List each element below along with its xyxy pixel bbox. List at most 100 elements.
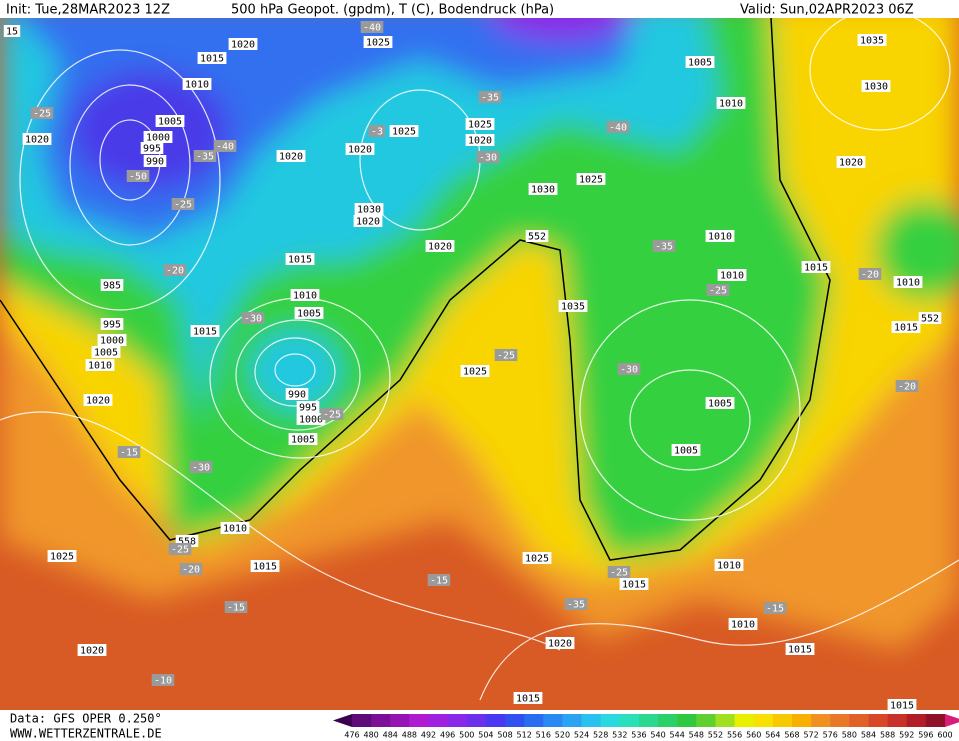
pressure-label-box (250, 560, 280, 572)
temperature-label-box (564, 598, 588, 610)
pressure-label: 1005 (674, 446, 698, 457)
pressure-label: 1020 (231, 40, 255, 51)
pressure-label-box (714, 559, 744, 571)
pressure-label: 552 (528, 232, 546, 243)
pressure-label-box (728, 618, 758, 630)
pressure-label-box (83, 394, 113, 406)
pressure-label: 1015 (288, 255, 312, 266)
colorbar-swatch (581, 714, 602, 727)
pressure-label: 1025 (525, 554, 549, 565)
pressure-label: 995 (103, 320, 121, 331)
temperature-label: -25 (33, 109, 51, 120)
pressure-label-box (513, 692, 543, 704)
colorbar-swatch (906, 714, 927, 727)
pressure-label: 990 (288, 390, 306, 401)
pressure-label: 1025 (579, 175, 603, 186)
colorbar-swatch (868, 714, 889, 727)
colorbar-swatch (390, 714, 410, 727)
colorbar-label: 544 (670, 731, 685, 740)
map-title: 500 hPa Geopot. (gpdm), T (C), Bodendruc… (231, 3, 554, 18)
colorbar-swatch (524, 714, 544, 727)
temperature-label: -25 (709, 286, 727, 297)
temperature-label-box (189, 461, 213, 473)
colorbar-label: 596 (918, 731, 933, 740)
colorbar-swatch (352, 714, 372, 727)
pressure-label-box (785, 643, 815, 655)
pressure-label: 1020 (348, 145, 372, 156)
init-time: Init: Tue,28MAR2023 12Z (6, 3, 170, 18)
temperature-label-box (171, 198, 195, 210)
pressure-label-box (290, 289, 320, 301)
temperature-label-box (763, 602, 787, 614)
colorbar-label: 484 (383, 731, 398, 740)
pressure-label: 995 (143, 144, 161, 155)
temperature-label: -40 (363, 23, 381, 34)
colorbar-swatch (447, 714, 468, 727)
pressure-label-box (155, 115, 185, 127)
temperature-label: -35 (481, 93, 499, 104)
pressure-label: 1005 (94, 348, 118, 359)
colorbar-label: 520 (555, 731, 570, 740)
pressure-label-box (857, 34, 887, 46)
temperature-label: -35 (196, 152, 214, 163)
colorbar-swatch (485, 714, 506, 727)
temperature-label: -25 (171, 545, 189, 556)
colorbar-swatch (887, 714, 908, 727)
colorbar-label: 532 (612, 731, 627, 740)
colorbar-swatch (543, 714, 563, 727)
pressure-label: 1015 (788, 645, 812, 656)
pressure-label-box (353, 215, 383, 227)
pressure-label-box (891, 321, 921, 333)
pressure-label-box (558, 300, 588, 312)
temperature-label: -30 (479, 153, 497, 164)
pressure-label: 1015 (622, 580, 646, 591)
pressure-label-box (363, 36, 393, 48)
colorbar-swatch (600, 714, 621, 727)
pressure-label-box (389, 125, 419, 137)
colorbar-swatch (772, 714, 793, 727)
pressure-label: 1025 (468, 120, 492, 131)
temperature-label-box (213, 140, 237, 152)
pressure-label: 558 (178, 537, 196, 548)
temperature-label-box (478, 91, 502, 103)
temperature-field (0, 0, 959, 650)
pressure-label: 1015 (516, 694, 540, 705)
pressure-label-box (716, 97, 746, 109)
pressure-label: 552 (921, 314, 939, 325)
pressure-label-box (685, 56, 715, 68)
pressure-label: 1020 (86, 396, 110, 407)
pressure-label-box (288, 433, 318, 445)
temperature-label-box (117, 446, 141, 458)
temperature-label-box (126, 170, 150, 182)
temperature-label: -35 (567, 600, 585, 611)
colorbar-label: 516 (536, 731, 551, 740)
temperature-label: -40 (609, 123, 627, 134)
temperature-label: -15 (227, 603, 245, 614)
colorbar-swatch (734, 714, 755, 727)
pressure-label: 1015 (890, 701, 914, 712)
colorbar-label: 552 (708, 731, 723, 740)
temperature-label-box (30, 107, 54, 119)
pressure-label: 1010 (223, 524, 247, 535)
temperature-label-box (706, 284, 730, 296)
pressure-label-box (705, 397, 735, 409)
temperature-label-box (368, 125, 386, 137)
pressure-label-box (143, 155, 167, 167)
temperature-label: -10 (154, 676, 172, 687)
colorbar-label: 512 (517, 731, 532, 740)
pressure-label: 1030 (864, 82, 888, 93)
pressure-label-box (47, 550, 77, 562)
pressure-label: 1015 (253, 562, 277, 573)
pressure-label: 1005 (297, 309, 321, 320)
temperature-label: -30 (244, 314, 262, 325)
temperature-label: -20 (182, 565, 200, 576)
pressure-label-box (197, 52, 227, 64)
pressure-label: 1015 (894, 323, 918, 334)
pressure-label-box (545, 637, 575, 649)
colorbar-label: 588 (880, 731, 895, 740)
colorbar-label: 584 (861, 731, 876, 740)
temperature-label: -25 (174, 200, 192, 211)
pressure-label-box (143, 131, 173, 143)
temperature-label: -30 (620, 365, 638, 376)
pressure-label: 1025 (50, 552, 74, 563)
